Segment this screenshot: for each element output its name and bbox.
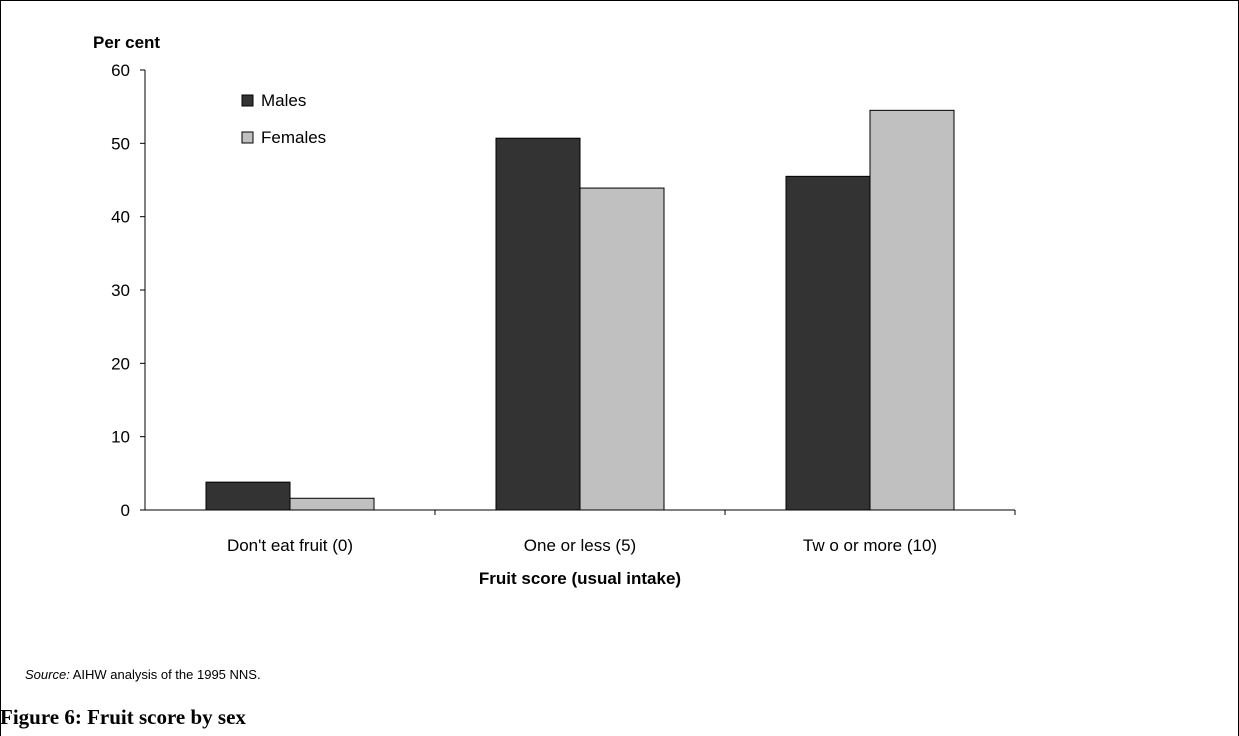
x-tick-label: Tw o or more (10) xyxy=(803,536,937,555)
legend-swatch-males xyxy=(241,94,254,107)
bar-females-2 xyxy=(869,109,955,511)
figure-caption: Figure 6: Fruit score by sex xyxy=(0,705,246,729)
bar-males-0 xyxy=(205,481,291,511)
source-label: Source: xyxy=(25,667,70,682)
y-tick-label: 10 xyxy=(111,428,130,447)
y-tick-label: 20 xyxy=(111,354,130,373)
y-tick-label: 60 xyxy=(111,61,130,80)
y-tick-label: 50 xyxy=(111,134,130,153)
y-axis-label: Per cent xyxy=(93,33,160,52)
bar-males-2 xyxy=(785,175,871,511)
y-tick-label: 0 xyxy=(121,501,130,520)
legend-label-males: Males xyxy=(261,91,306,110)
y-tick-label: 40 xyxy=(111,208,130,227)
x-tick-label: Don't eat fruit (0) xyxy=(227,536,353,555)
plot-area: 0 10 20 30 40 50 60 Don't eat fruit (0) One or l… xyxy=(111,61,1016,555)
source-note: Source: AIHW analysis of the 1995 NNS. xyxy=(25,667,261,682)
legend-label-females: Females xyxy=(261,128,326,147)
source-text: AIHW analysis of the 1995 NNS. xyxy=(72,667,261,682)
legend-swatch-females xyxy=(241,131,254,144)
bar-males-1 xyxy=(495,137,581,511)
x-axis-label: Fruit score (usual intake) xyxy=(479,569,681,588)
bar-chart: Per cent Fruit score (usual intake) 0 10 2… xyxy=(93,33,1016,588)
y-tick-label: 30 xyxy=(111,281,130,300)
bar-females-0 xyxy=(289,497,375,511)
x-tick-label: One or less (5) xyxy=(524,536,636,555)
bar-females-1 xyxy=(579,187,665,511)
